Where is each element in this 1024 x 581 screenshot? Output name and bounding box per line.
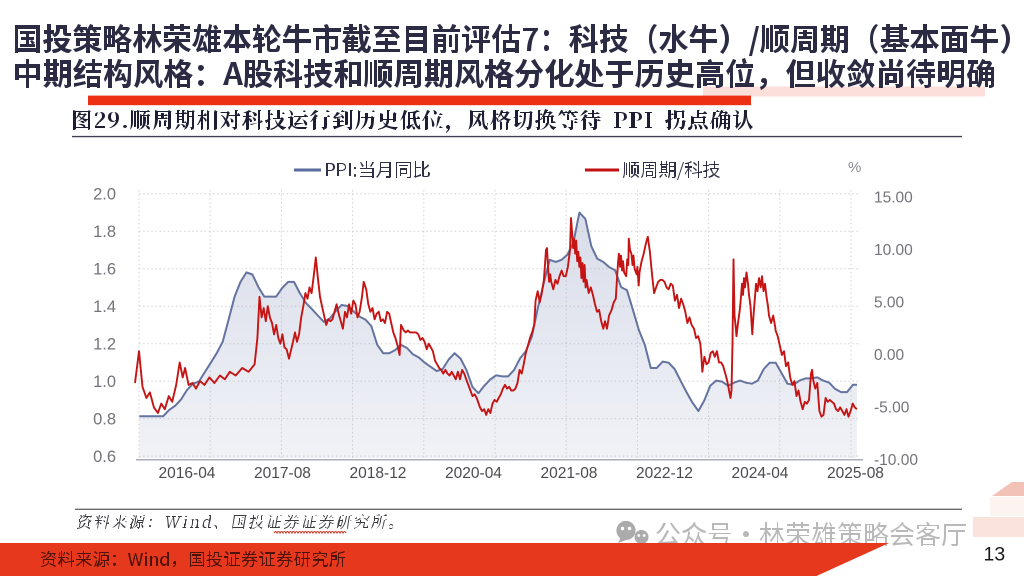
svg-text:10.00: 10.00 xyxy=(874,242,913,259)
svg-text:-5.00: -5.00 xyxy=(874,400,910,417)
svg-text:2021-08: 2021-08 xyxy=(541,465,598,482)
svg-text:1.6: 1.6 xyxy=(93,261,116,279)
svg-text:2025-08: 2025-08 xyxy=(827,465,884,482)
svg-text:2.0: 2.0 xyxy=(93,186,116,204)
svg-text:15.00: 15.00 xyxy=(874,190,913,207)
svg-text:2016-04: 2016-04 xyxy=(159,465,216,482)
svg-text:5.00: 5.00 xyxy=(874,295,905,312)
svg-text:2017-08: 2017-08 xyxy=(254,465,311,482)
svg-text:1.8: 1.8 xyxy=(93,223,116,241)
svg-text:2018-12: 2018-12 xyxy=(350,465,407,482)
svg-text:2024-04: 2024-04 xyxy=(732,465,789,482)
svg-text:-10.00: -10.00 xyxy=(874,452,918,469)
svg-text:2022-12: 2022-12 xyxy=(636,465,693,482)
svg-text:2020-04: 2020-04 xyxy=(445,465,502,482)
svg-text:1.2: 1.2 xyxy=(93,336,116,354)
svg-text:%: % xyxy=(848,159,861,176)
svg-text:0.00: 0.00 xyxy=(874,347,905,364)
svg-text:13: 13 xyxy=(984,544,1006,566)
svg-text:1.4: 1.4 xyxy=(93,298,116,316)
svg-text:1.0: 1.0 xyxy=(93,373,116,391)
svg-text:0.8: 0.8 xyxy=(93,410,116,428)
svg-text:0.6: 0.6 xyxy=(93,448,116,466)
